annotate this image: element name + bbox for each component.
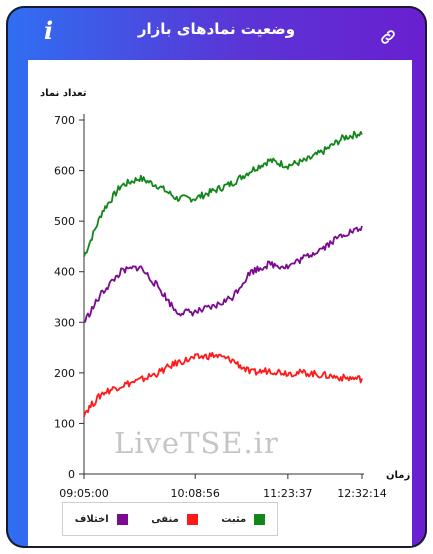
legend-item-positive[interactable]: مثبت xyxy=(221,513,266,525)
y-tick-label: 500 xyxy=(54,215,75,228)
series-line-positive xyxy=(83,130,363,257)
legend-label-negative: منفی xyxy=(151,513,179,525)
x-tick-label: 10:08:56 xyxy=(170,487,219,500)
card-title: وضعیت نمادهای بازار xyxy=(137,20,296,38)
watermark: LiveTSE.ir xyxy=(114,426,279,460)
legend-label-difference: اختلاف xyxy=(74,513,109,525)
link-icon[interactable] xyxy=(379,28,397,46)
x-tick-label: 09:05:00 xyxy=(59,487,108,500)
x-axis-label: زمان xyxy=(386,470,410,481)
series-line-difference xyxy=(83,225,363,323)
chart-card: وضعیت نمادهای بازار i تعداد نماد زمان 0 1… xyxy=(6,6,427,548)
x-tick-label: 11:23:37 xyxy=(263,487,312,500)
y-tick-label: 700 xyxy=(54,114,75,127)
legend-swatch-negative xyxy=(186,513,198,525)
y-tick-label: 600 xyxy=(54,165,75,178)
x-tick-label: 12:32:14 xyxy=(337,487,386,500)
y-tick-label: 200 xyxy=(54,367,75,380)
y-tick-label: 400 xyxy=(54,266,75,279)
y-axis-label: تعداد نماد xyxy=(40,88,87,99)
series-line-negative xyxy=(83,351,363,418)
chart-panel: تعداد نماد زمان 0 100 200 300 400 500 600 700 09… xyxy=(28,60,412,546)
legend-swatch-difference xyxy=(116,513,128,525)
card-header: وضعیت نمادهای بازار i xyxy=(6,6,427,58)
y-tick-label: 300 xyxy=(54,316,75,329)
legend-item-difference[interactable]: اختلاف xyxy=(74,513,128,525)
line-chart: تعداد نماد زمان 0 100 200 300 400 500 600 700 09… xyxy=(40,88,410,500)
legend-swatch-positive xyxy=(254,513,266,525)
legend[interactable]: مثبت منفی اختلاف xyxy=(62,502,278,536)
legend-item-negative[interactable]: منفی xyxy=(151,513,198,525)
y-tick-label: 100 xyxy=(54,417,75,430)
y-tick-label: 0 xyxy=(68,468,75,481)
info-icon[interactable]: i xyxy=(44,16,54,45)
legend-label-positive: مثبت xyxy=(221,513,247,525)
